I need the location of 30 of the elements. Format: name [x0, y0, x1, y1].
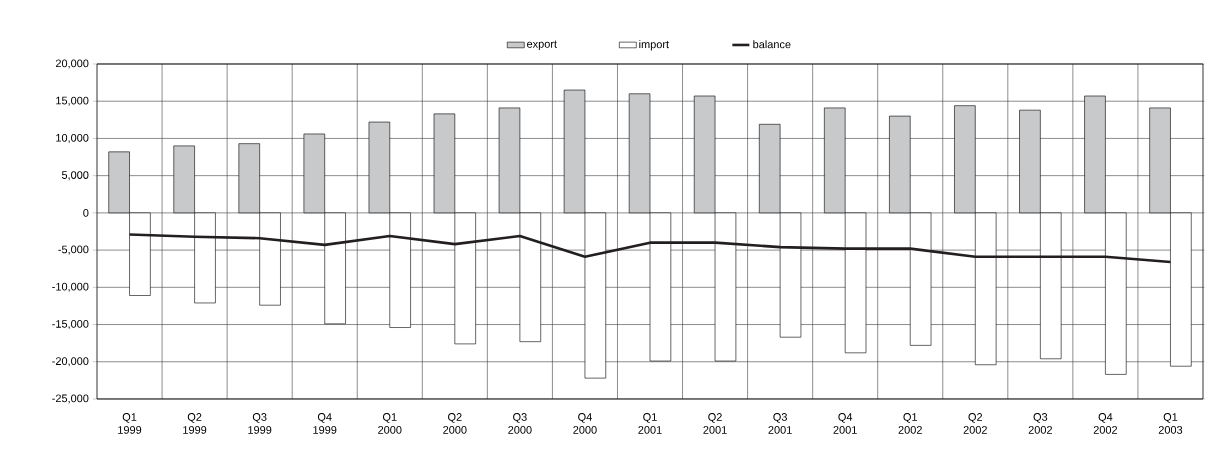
- x-tick-label: Q1 2001: [638, 413, 662, 434]
- x-tick-label: Q1 2000: [378, 413, 402, 434]
- y-tick-label: 20,000: [55, 59, 89, 69]
- x-tick-label: Q3 2002: [1028, 413, 1052, 434]
- y-tick-label: 5,000: [61, 171, 89, 181]
- y-tick-label: 0: [83, 209, 89, 217]
- y-tick-label: 15,000: [56, 96, 89, 106]
- x-tick-label: Q2 2000: [443, 413, 467, 434]
- x-tick-label: Q3 2000: [508, 413, 532, 434]
- x-tick-label: Q4 1999: [313, 413, 337, 434]
- x-tick-label: Q4 2002: [1093, 413, 1118, 434]
- y-tick-label: -5,000: [58, 245, 89, 255]
- y-tick-label: -20,000: [52, 357, 89, 367]
- x-tick-label: Q4 2000: [573, 413, 597, 434]
- x-tick-label: Q3 1999: [248, 413, 272, 434]
- x-tick-label: Q1 1999: [118, 413, 142, 434]
- x-tick-label: Q4 2001: [833, 413, 857, 434]
- legend-label: import: [639, 40, 669, 51]
- x-tick-label: Q1 2003: [1158, 413, 1183, 434]
- y-tick-label: -25,000: [52, 394, 89, 404]
- x-tick-label: Q2 1999: [183, 413, 207, 434]
- y-tick-label: -15,000: [52, 320, 89, 330]
- x-tick-label: Q2 2001: [703, 413, 727, 434]
- y-tick-label: -10,000: [52, 282, 89, 292]
- x-tick-label: Q2 2002: [963, 413, 987, 434]
- legend-label: balance: [753, 40, 791, 49]
- x-tick-label: Q3 2001: [768, 413, 792, 434]
- x-tick-label: Q1 2002: [898, 413, 922, 434]
- legend-label: export: [527, 40, 557, 50]
- y-tick-label: 10,000: [56, 133, 89, 143]
